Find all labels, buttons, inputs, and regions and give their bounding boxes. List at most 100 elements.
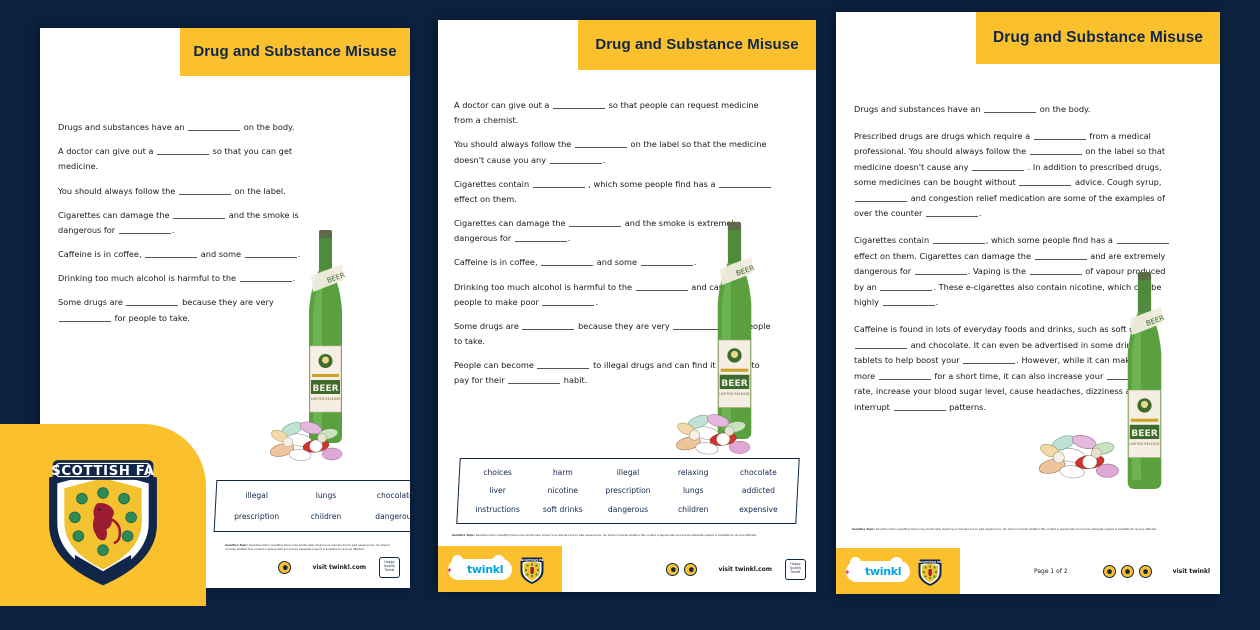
answer-blank[interactable]: [673, 321, 726, 330]
sheet-2-footer: ✦ twinkl SCOTTISH FA: [438, 546, 816, 592]
answer-blank[interactable]: [157, 146, 209, 156]
twinkl-logo[interactable]: ✦ twinkl: [446, 554, 513, 580]
answer-blank[interactable]: [569, 218, 622, 228]
cloze-paragraph: Drugs and substances have an on the body…: [58, 120, 330, 135]
svg-text:SCOTTISH FA: SCOTTISH FA: [521, 558, 544, 562]
answer-blank[interactable]: [1034, 251, 1087, 260]
paragraph-text: on the body.: [1037, 104, 1091, 114]
page-title: Drug and Substance Misuse: [180, 28, 410, 76]
cloze-paragraph: Cigarettes can damage the and the smoke …: [58, 208, 330, 238]
answer-blank[interactable]: [173, 210, 226, 219]
answer-blank[interactable]: [118, 225, 171, 234]
footer-right-group: Page 1 of 2 visit twinkl: [1034, 548, 1210, 594]
paragraph-text: . Vaping is the: [967, 266, 1029, 277]
word-bank-word[interactable]: soft drinks: [542, 505, 583, 515]
word-bank-word[interactable]: lungs: [682, 486, 704, 496]
word-bank-word[interactable]: chocolate: [376, 491, 410, 500]
answer-blank[interactable]: [893, 402, 946, 411]
answer-blank[interactable]: [1033, 131, 1086, 140]
paragraph-text: for people to take.: [112, 312, 190, 323]
beer-bottle-illustration: BEER BEER LIMITED RELEASE: [706, 220, 762, 442]
cloze-paragraph: Cigarettes can damage the and the smoke …: [454, 216, 774, 246]
answer-blank[interactable]: [508, 375, 561, 385]
word-bank-word[interactable]: addicted: [741, 486, 775, 496]
answer-blank[interactable]: [914, 266, 967, 276]
word-bank-word[interactable]: prescription: [234, 512, 280, 521]
cloze-paragraph: Caffeine is in coffee, and some .: [58, 247, 330, 262]
answer-blank[interactable]: [1029, 146, 1082, 156]
word-bank-word[interactable]: prescription: [605, 486, 651, 496]
answer-blank[interactable]: [126, 297, 179, 307]
visit-twinkl-link[interactable]: visit twinkl.com: [312, 563, 366, 571]
paragraph-text: .: [567, 233, 571, 244]
paragraph-text: of vapour produced by an: [854, 266, 1166, 292]
page-number: Page 1 of 2: [1033, 567, 1068, 575]
answer-blank[interactable]: [244, 249, 297, 259]
answer-blank[interactable]: [963, 355, 1016, 365]
answer-blank[interactable]: [1019, 177, 1072, 187]
answer-blank[interactable]: [882, 297, 935, 307]
answer-blank[interactable]: [537, 360, 590, 370]
answer-blank[interactable]: [635, 282, 688, 291]
answer-blank[interactable]: [574, 139, 627, 149]
answer-blank[interactable]: [522, 321, 575, 330]
word-bank-word[interactable]: liver: [489, 486, 506, 496]
paragraph-text: Caffeine is in coffee,: [454, 257, 541, 268]
visit-twinkl-link[interactable]: visit twinkl.com: [718, 565, 772, 573]
answer-blank[interactable]: [178, 186, 231, 195]
sheet-1-footer: visit twinkl.com Happy Quality Twinkl: [40, 546, 410, 588]
paragraph-text: to illegal drugs and can find it difficu…: [454, 360, 760, 386]
answer-blank[interactable]: [59, 313, 111, 322]
answer-blank[interactable]: [855, 193, 907, 202]
word-bank-word[interactable]: expensive: [739, 505, 778, 515]
answer-blank[interactable]: [926, 208, 979, 218]
football-icon: [1138, 564, 1152, 578]
answer-blank[interactable]: [1029, 266, 1082, 276]
word-bank-word[interactable]: relaxing: [677, 467, 709, 477]
paragraph-text: People can become: [454, 360, 537, 371]
paragraph-text: so that people can request medicine from…: [454, 100, 759, 126]
word-bank-word[interactable]: children: [310, 512, 342, 521]
answer-blank[interactable]: [553, 100, 605, 109]
paragraph-text: and congestion relief medication are som…: [854, 192, 1165, 219]
answer-blank[interactable]: [972, 162, 1025, 171]
twinkl-logo[interactable]: ✦ twinkl: [844, 556, 911, 582]
answer-blank[interactable]: [542, 297, 595, 306]
answer-blank[interactable]: [719, 179, 772, 188]
answer-blank[interactable]: [932, 235, 985, 245]
paragraph-text: Drugs and substances have an: [854, 104, 984, 114]
word-bank-word[interactable]: lungs: [315, 491, 337, 500]
answer-blank[interactable]: [514, 233, 567, 243]
answer-blank[interactable]: [878, 371, 931, 380]
answer-blank[interactable]: [984, 104, 1037, 113]
word-bank-word[interactable]: illegal: [616, 467, 640, 477]
svg-text:BEER: BEER: [721, 378, 748, 389]
visit-twinkl-link[interactable]: visit twinkl: [1172, 567, 1210, 575]
answer-blank[interactable]: [145, 249, 198, 259]
word-bank-word[interactable]: children: [677, 505, 709, 515]
word-bank-word[interactable]: dangerous: [375, 512, 410, 521]
worksheet-sheet-2[interactable]: Drug and Substance Misuse A doctor can g…: [438, 20, 816, 592]
answer-blank[interactable]: [549, 155, 602, 164]
paragraph-text: You should always follow the: [454, 139, 574, 150]
answer-blank[interactable]: [1116, 235, 1169, 245]
answer-blank[interactable]: [541, 257, 594, 267]
cloze-paragraph: Drinking too much alcohol is harmful to …: [454, 280, 774, 310]
word-bank-word[interactable]: instructions: [475, 505, 520, 515]
answer-blank[interactable]: [640, 257, 693, 267]
answer-blank[interactable]: [855, 340, 907, 349]
answer-blank[interactable]: [188, 122, 241, 131]
word-bank-word[interactable]: illegal: [245, 491, 268, 500]
svg-text:SCOTTISH FA: SCOTTISH FA: [51, 464, 155, 479]
answer-blank[interactable]: [880, 282, 933, 291]
answer-blank[interactable]: [239, 273, 292, 283]
word-bank-word[interactable]: harm: [552, 467, 573, 477]
word-bank-word[interactable]: nicotine: [547, 486, 578, 496]
word-bank-word[interactable]: dangerous: [607, 505, 649, 515]
paragraph-text: . These e-cigarettes also contain nicoti…: [854, 281, 1162, 308]
answer-blank[interactable]: [532, 179, 585, 188]
word-bank-word[interactable]: chocolate: [739, 467, 777, 477]
word-bank-word[interactable]: choices: [483, 467, 512, 477]
pills-illustration: [1032, 422, 1132, 484]
worksheet-sheet-3[interactable]: Drug and Substance Misuse Drugs and subs…: [836, 12, 1220, 594]
